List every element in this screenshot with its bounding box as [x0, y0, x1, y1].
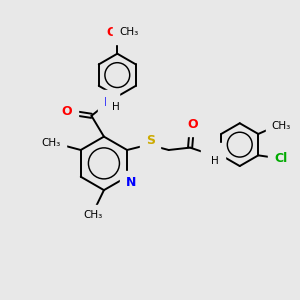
Text: CH₃: CH₃: [272, 121, 291, 131]
Text: O: O: [106, 26, 117, 38]
Text: Cl: Cl: [274, 152, 287, 165]
Text: N: N: [207, 148, 217, 162]
Text: H: H: [212, 156, 219, 166]
Text: O: O: [187, 118, 198, 131]
Text: CH₃: CH₃: [119, 27, 138, 37]
Text: N: N: [126, 176, 136, 189]
Text: O: O: [61, 105, 72, 118]
Text: N: N: [103, 96, 114, 109]
Text: CH₃: CH₃: [41, 139, 61, 148]
Text: CH₃: CH₃: [83, 210, 102, 220]
Text: S: S: [146, 134, 155, 147]
Text: H: H: [112, 102, 120, 112]
